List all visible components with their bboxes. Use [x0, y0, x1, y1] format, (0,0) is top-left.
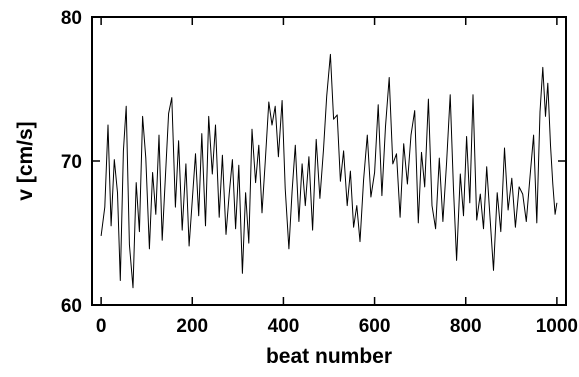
x-axis-label: beat number [266, 345, 392, 368]
y-tick-label: 70 [61, 152, 82, 173]
y-axis-label: v [cm/s] [14, 121, 37, 200]
x-tick-label: 1000 [536, 316, 578, 337]
x-tick-label: 600 [359, 316, 391, 337]
y-tick-label: 80 [61, 8, 82, 29]
series-line [101, 54, 557, 287]
x-tick-label: 200 [176, 316, 208, 337]
y-tick-labels: 60 70 80 [61, 8, 82, 317]
x-tick-label: 0 [96, 316, 107, 337]
x-tick-label: 800 [450, 316, 482, 337]
plot-frame [92, 17, 566, 305]
y-tick-label: 60 [61, 296, 82, 317]
x-tick-label: 400 [268, 316, 300, 337]
axis-ticks [92, 17, 566, 305]
x-tick-labels: 0 200 400 600 800 1000 [96, 316, 578, 337]
